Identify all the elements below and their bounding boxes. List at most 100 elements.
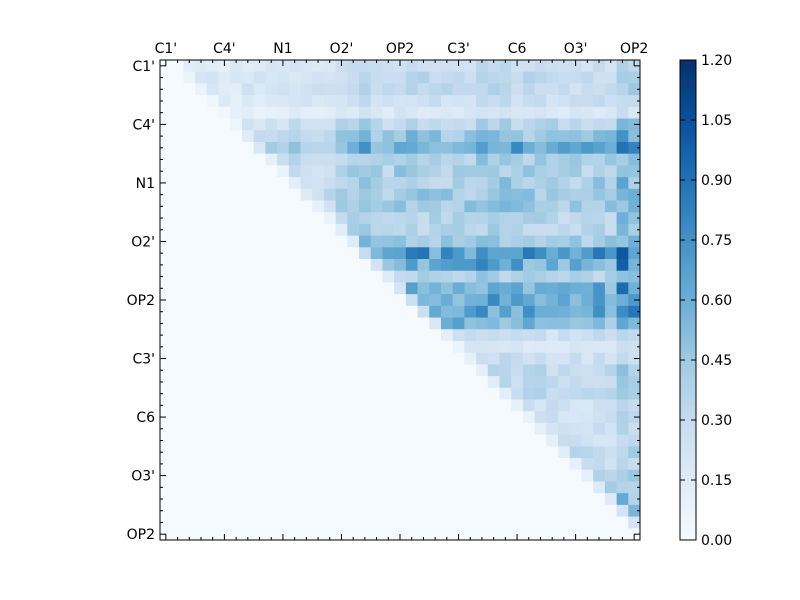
heatmap-cell — [359, 212, 372, 225]
heatmap-cell — [440, 95, 454, 108]
heatmap-cell — [323, 493, 337, 506]
heatmap-cell — [253, 153, 266, 166]
heatmap-cell — [230, 223, 243, 237]
heatmap-cell — [464, 411, 477, 424]
heatmap-cell — [288, 259, 301, 272]
heatmap-cell — [417, 235, 430, 248]
heatmap-cell — [241, 83, 255, 96]
heatmap-cell — [429, 165, 442, 178]
heatmap-cell — [312, 469, 325, 482]
heatmap-cell — [359, 305, 372, 318]
heatmap-cell — [511, 212, 524, 225]
heatmap-cell — [546, 528, 559, 541]
heatmap-cell — [230, 130, 243, 143]
heatmap-cell — [323, 223, 337, 237]
heatmap-cell — [230, 247, 243, 260]
heatmap-cell — [323, 71, 337, 84]
heatmap-cell — [382, 422, 395, 436]
heatmap-cell — [405, 305, 418, 318]
heatmap-cell — [569, 516, 582, 529]
heatmap-cell — [534, 106, 547, 119]
heatmap-cell — [323, 504, 337, 517]
heatmap-cell — [593, 188, 606, 201]
heatmap-cell — [382, 141, 395, 155]
heatmap-cell — [487, 340, 500, 354]
colorbar-tick-label: 0.75 — [701, 233, 732, 249]
heatmap-cell — [405, 528, 418, 541]
heatmap-cell — [312, 376, 325, 389]
heatmap-cell — [241, 212, 255, 225]
heatmap-cell — [534, 83, 547, 96]
heatmap-cell — [417, 95, 430, 108]
heatmap-cell — [195, 528, 208, 541]
heatmap-cell — [464, 118, 477, 131]
heatmap-cell — [464, 317, 477, 330]
heatmap-cell — [569, 270, 582, 283]
heatmap-cell — [487, 153, 500, 166]
heatmap-cell — [534, 223, 547, 237]
heatmap-cell — [452, 153, 465, 166]
heatmap-cell — [300, 71, 313, 84]
heatmap-cell — [546, 247, 559, 260]
heatmap-cell — [499, 411, 512, 424]
heatmap-cell — [558, 493, 571, 506]
heatmap-cell — [452, 259, 465, 272]
heatmap-cell — [218, 106, 231, 119]
heatmap-cell — [581, 177, 594, 190]
heatmap-cell — [253, 434, 266, 447]
heatmap-cell — [300, 247, 313, 260]
heatmap-cell — [534, 177, 547, 190]
heatmap-cell — [265, 493, 278, 506]
heatmap-cell — [534, 352, 547, 365]
heatmap-cell — [241, 446, 255, 459]
heatmap-cell — [300, 95, 313, 108]
heatmap-cell — [604, 493, 617, 506]
heatmap-cell — [183, 376, 196, 389]
heatmap-cell — [417, 446, 430, 459]
heatmap-cell — [241, 387, 255, 400]
heatmap-cell — [230, 60, 243, 73]
heatmap-cell — [347, 235, 360, 248]
heatmap-cell — [277, 387, 290, 400]
heatmap-cell — [511, 153, 524, 166]
heatmap-cell — [241, 317, 255, 330]
heatmap-cell — [440, 71, 454, 84]
heatmap-cell — [569, 259, 582, 272]
heatmap-cell — [265, 118, 278, 131]
heatmap-cell — [171, 71, 184, 84]
x-axis-ticks: C1' C4' N1 O2' OP2 C3' C6 O3' OP2 — [155, 41, 648, 540]
heatmap-cell — [265, 528, 278, 541]
heatmap-cell — [206, 130, 219, 143]
heatmap-cell — [476, 130, 489, 143]
heatmap-cell — [394, 481, 407, 494]
heatmap-cell — [440, 458, 454, 471]
heatmap-cell — [604, 83, 617, 96]
heatmap-cell — [440, 422, 454, 436]
heatmap-cell — [347, 387, 360, 400]
heatmap-cell — [487, 247, 500, 260]
heatmap-cell — [288, 165, 301, 178]
heatmap-cell — [616, 200, 629, 213]
heatmap-cell — [171, 422, 184, 436]
heatmap-cell — [370, 200, 383, 213]
heatmap-cell — [558, 71, 571, 84]
heatmap-cell — [288, 282, 301, 295]
heatmap-cell — [581, 106, 594, 119]
heatmap-cell — [452, 141, 465, 155]
heatmap-cell — [288, 528, 301, 541]
heatmap-cell — [218, 305, 231, 318]
heatmap-cell — [569, 399, 582, 412]
heatmap-cell — [616, 212, 629, 225]
heatmap-cell — [241, 165, 255, 178]
heatmap-cell — [160, 387, 173, 400]
heatmap-cell — [417, 504, 430, 517]
heatmap-cell — [405, 493, 418, 506]
heatmap-cell — [265, 247, 278, 260]
heatmap-cell — [593, 458, 606, 471]
heatmap-cell — [206, 528, 219, 541]
heatmap-cell — [429, 141, 442, 155]
heatmap-cell — [558, 200, 571, 213]
heatmap-cell — [616, 352, 629, 365]
heatmap-cell — [417, 329, 430, 342]
heatmap-cell — [476, 504, 489, 517]
